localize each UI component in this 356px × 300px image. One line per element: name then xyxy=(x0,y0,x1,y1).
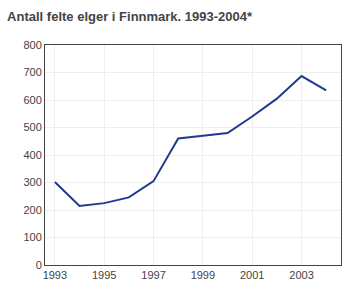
svg-text:800: 800 xyxy=(23,39,41,51)
svg-text:700: 700 xyxy=(23,66,41,78)
svg-text:2001: 2001 xyxy=(240,269,264,281)
svg-text:Antall felte elger i Finnmark.: Antall felte elger i Finnmark. 1993-2004… xyxy=(7,9,253,24)
svg-text:200: 200 xyxy=(23,204,41,216)
svg-text:400: 400 xyxy=(23,149,41,161)
svg-text:1999: 1999 xyxy=(191,269,215,281)
svg-text:1997: 1997 xyxy=(141,269,165,281)
svg-text:2003: 2003 xyxy=(289,269,313,281)
svg-text:0: 0 xyxy=(36,259,42,271)
svg-text:1995: 1995 xyxy=(92,269,116,281)
svg-text:300: 300 xyxy=(23,176,41,188)
svg-text:500: 500 xyxy=(23,121,41,133)
svg-text:1993: 1993 xyxy=(43,269,67,281)
svg-text:100: 100 xyxy=(23,231,41,243)
svg-text:600: 600 xyxy=(23,94,41,106)
